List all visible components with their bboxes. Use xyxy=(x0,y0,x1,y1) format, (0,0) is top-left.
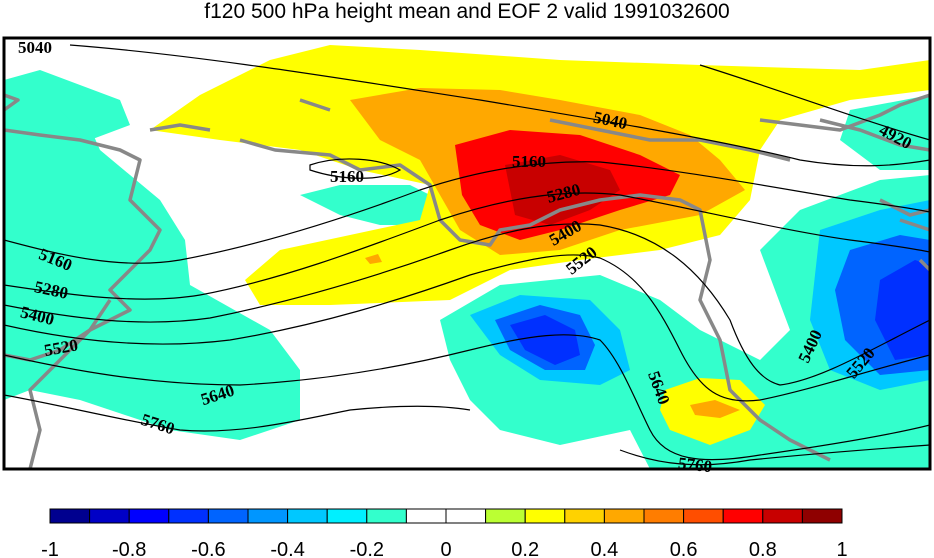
coastline-hudson xyxy=(899,218,930,272)
colorbar-tick-label: -0.6 xyxy=(191,539,225,558)
colorbar-tick-label: 0.8 xyxy=(749,539,777,558)
coastline-arctic xyxy=(149,98,791,162)
colorbar-swatch xyxy=(524,508,566,524)
chart-title: f120 500 hPa height mean and EOF 2 valid… xyxy=(204,0,730,23)
colorbar-swatch xyxy=(603,508,645,524)
anomaly-core-orange-south xyxy=(690,400,740,418)
colorbar-swatch xyxy=(207,508,249,524)
colorbar-swatch xyxy=(366,508,407,524)
colorbar-swatch xyxy=(287,508,328,524)
colorbar-swatch xyxy=(762,508,803,524)
contour-label: 5040 xyxy=(18,38,52,57)
contour-5160-north xyxy=(309,158,402,179)
colorbar-swatch xyxy=(89,508,130,524)
colorbar-swatch xyxy=(405,508,447,524)
anomaly-region-negative-central xyxy=(440,175,930,469)
eof-anomaly-field xyxy=(4,45,930,469)
anomaly-region-negative-top xyxy=(4,70,130,140)
colorbar-swatch xyxy=(801,508,843,524)
anomaly-region-negative-east-top xyxy=(840,95,930,170)
contour-label: 5760 xyxy=(677,454,713,476)
contour-4920 xyxy=(699,64,930,141)
colorbar-swatch xyxy=(326,508,368,524)
contour-5280 xyxy=(4,192,930,300)
colorbar-swatch xyxy=(683,508,724,524)
plot-frame xyxy=(2,36,932,471)
contour-5640 xyxy=(4,334,930,461)
coastline-asia xyxy=(4,93,162,469)
anomaly-core-dark-blue-east xyxy=(875,260,930,360)
height-contours xyxy=(4,44,930,466)
colorbar-swatch xyxy=(485,508,526,524)
contour-5040 xyxy=(69,44,930,167)
colorbar-tick-labels: -1 -0.8 -0.6 -0.4 -0.2 0 0.2 0.4 0.6 0.8… xyxy=(41,539,847,558)
contour-5520 xyxy=(4,254,930,402)
contour-label: 5160 xyxy=(330,167,364,186)
anomaly-region-negative-west xyxy=(4,82,300,440)
colorbar-tick-label: 0 xyxy=(440,539,451,558)
contour-5760 xyxy=(4,394,930,466)
colorbar-swatch xyxy=(128,508,170,524)
colorbar-tick-label: -0.8 xyxy=(112,539,146,558)
colorbar xyxy=(49,508,843,524)
colorbar-tick-label: 1 xyxy=(836,539,847,558)
colorbar-tick-label: 0.2 xyxy=(511,539,539,558)
contour-5400 xyxy=(4,223,930,386)
anomaly-core-dark-red xyxy=(505,155,620,225)
contour-label: 5160 xyxy=(512,152,546,171)
colorbar-tick-label: -0.2 xyxy=(350,539,384,558)
colorbar-tick-label: 0.6 xyxy=(670,539,698,558)
colorbar-tick-label: -0.4 xyxy=(270,539,304,558)
coastlines xyxy=(4,93,930,469)
coastline-alaska xyxy=(239,138,831,462)
colorbar-swatch xyxy=(564,508,605,524)
anomaly-spot-orange-mid xyxy=(365,254,382,264)
colorbar-swatch xyxy=(247,508,289,524)
colorbar-tick-label: -1 xyxy=(41,539,59,558)
anomaly-core-dark-blue-central xyxy=(510,315,580,365)
colorbar-swatch xyxy=(445,508,487,524)
colorbar-swatch xyxy=(49,508,91,524)
colorbar-swatch xyxy=(722,508,764,524)
contour-5160 xyxy=(4,161,930,264)
colorbar-tick-label: 0.4 xyxy=(590,539,618,558)
colorbar-swatch xyxy=(643,508,685,524)
colorbar-swatch xyxy=(168,508,209,524)
